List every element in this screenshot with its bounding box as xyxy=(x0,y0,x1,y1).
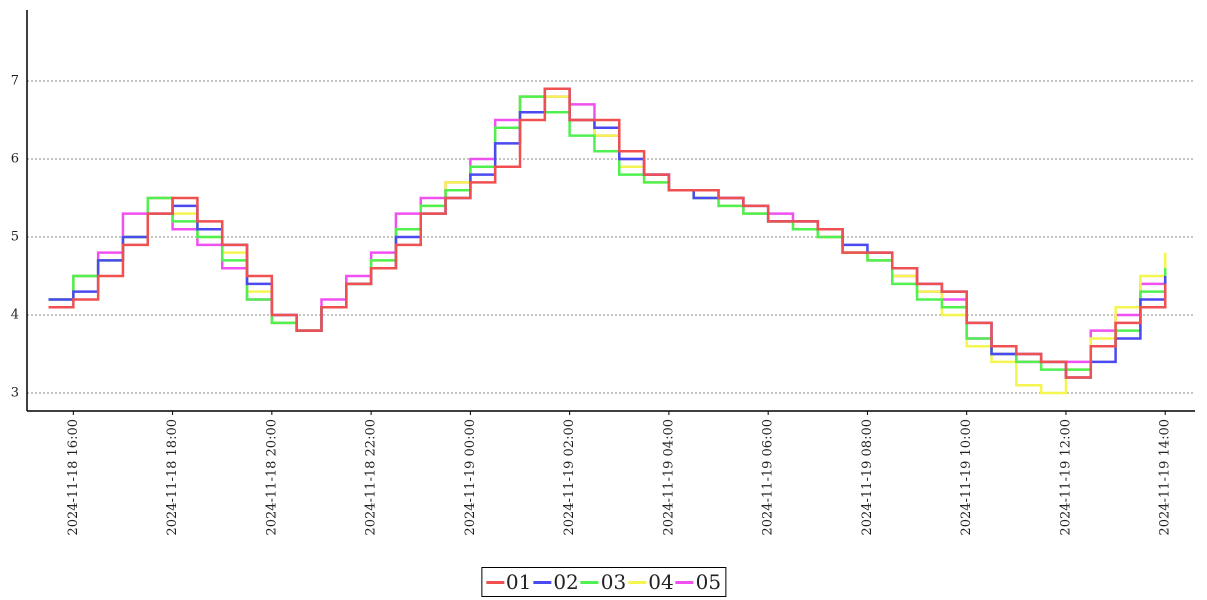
legend-swatch xyxy=(533,580,552,584)
y-tick-label: 6 xyxy=(11,152,19,167)
legend-swatch xyxy=(628,580,647,584)
y-tick-label: 3 xyxy=(11,386,19,401)
legend-label: 01 xyxy=(505,570,532,594)
series-line xyxy=(48,95,1167,371)
x-tick-label: 2024-11-19 06:00 xyxy=(761,419,776,536)
x-tick-label: 2024-11-19 12:00 xyxy=(1058,419,1073,536)
legend-label: 05 xyxy=(695,570,722,594)
y-tick-label: 7 xyxy=(11,73,19,88)
x-tick-label: 2024-11-19 00:00 xyxy=(463,419,478,536)
legend-label: 04 xyxy=(648,570,674,594)
legend-item: 01 xyxy=(485,570,532,594)
x-tick-label: 2024-11-19 14:00 xyxy=(1158,419,1173,536)
legend-item: 05 xyxy=(675,570,722,594)
y-tick-label: 5 xyxy=(11,230,19,245)
x-tick-label: 2024-11-19 02:00 xyxy=(562,419,577,536)
legend-label: 02 xyxy=(553,570,579,594)
legend-swatch xyxy=(485,580,504,584)
legend-item: 02 xyxy=(533,570,579,594)
legend-swatch xyxy=(580,580,599,584)
legend-item: 04 xyxy=(628,570,674,594)
series-line xyxy=(48,87,1167,379)
y-tick-label: 4 xyxy=(11,308,19,323)
x-tick-label: 2024-11-19 04:00 xyxy=(661,419,676,536)
x-tick-label: 2024-11-18 20:00 xyxy=(264,419,279,536)
x-tick-label: 2024-11-19 10:00 xyxy=(959,419,974,536)
legend: 01 02 03 04 05 xyxy=(480,567,727,597)
legend-item: 03 xyxy=(580,570,627,594)
x-tick-label: 2024-11-18 22:00 xyxy=(364,419,379,536)
x-tick-label: 2024-11-18 16:00 xyxy=(66,419,81,536)
x-tick-label: 2024-11-19 08:00 xyxy=(860,419,875,536)
legend-label: 03 xyxy=(600,570,627,594)
series-line xyxy=(48,87,1167,379)
x-tick-label: 2024-11-18 18:00 xyxy=(165,419,180,536)
legend-swatch xyxy=(675,580,694,584)
